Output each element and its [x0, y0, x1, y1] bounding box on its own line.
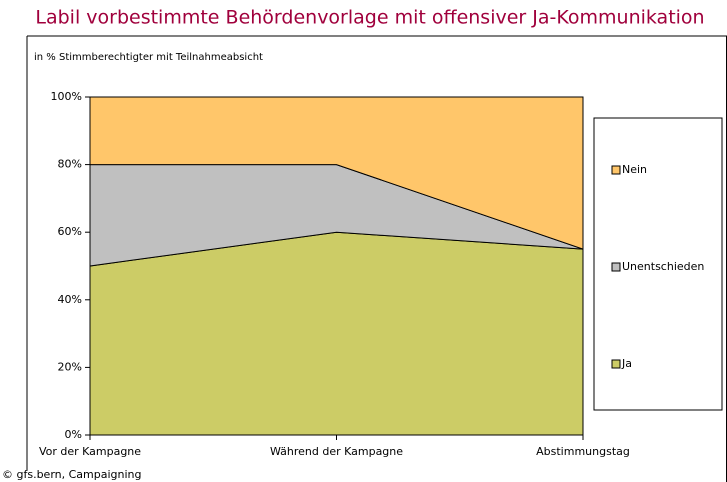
legend-swatch	[611, 165, 621, 175]
x-tick-label: Abstimmungstag	[536, 445, 630, 458]
legend-label: Nein	[622, 163, 647, 176]
legend-label: Ja	[621, 357, 632, 370]
y-tick-label: 80%	[58, 158, 82, 171]
y-tick-label: 40%	[58, 293, 82, 306]
y-tick-label: 60%	[58, 225, 82, 238]
area	[89, 231, 584, 436]
y-tick-label: 20%	[58, 360, 82, 373]
x-tick-label: Während der Kampagne	[270, 445, 403, 458]
chart-title: Labil vorbestimmte Behördenvorlage mit o…	[35, 7, 704, 29]
footer: © gfs.bern, Campaigning	[2, 468, 142, 481]
legend-label: Unentschieden	[622, 260, 704, 273]
y-tick-label: 0%	[65, 428, 82, 441]
x-tick-label: Vor der Kampagne	[39, 445, 141, 458]
legend-swatch	[611, 262, 621, 272]
y-tick-label: 100%	[51, 90, 82, 103]
subtitle: in % Stimmberechtigter mit Teilnahmeabsi…	[34, 52, 263, 63]
legend-swatch	[611, 359, 621, 369]
